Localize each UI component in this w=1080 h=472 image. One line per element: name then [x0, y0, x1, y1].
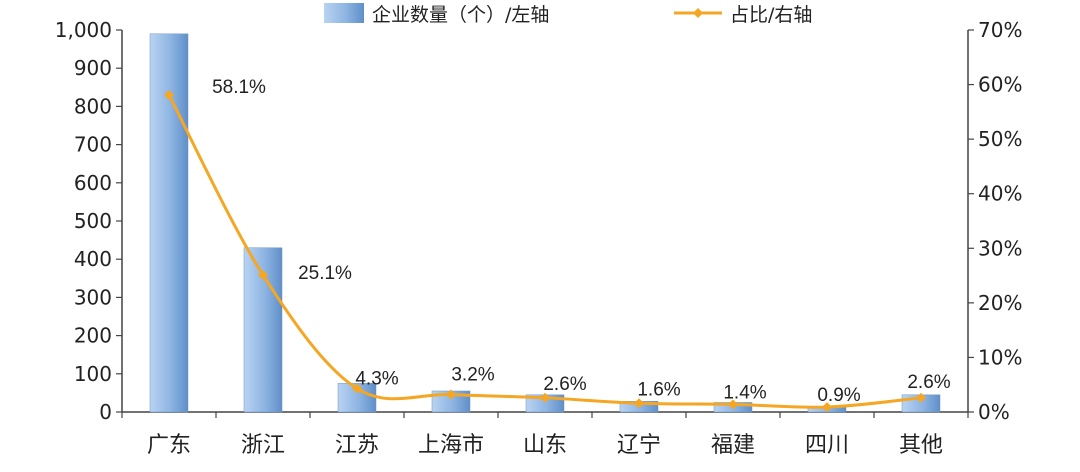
x-category-label: 浙江 [241, 433, 285, 458]
left-tick-label: 500 [74, 209, 112, 233]
line-point [446, 389, 456, 400]
right-tick-label: 0% [978, 400, 1010, 424]
data-label: 4.3% [355, 369, 398, 390]
data-label: 0.9% [817, 385, 860, 406]
line-series [164, 89, 926, 413]
line-point [728, 399, 738, 410]
legend-bar-label: 企业数量（个）/左轴 [372, 4, 549, 26]
legend-bar-swatch [324, 3, 364, 23]
left-tick-label: 100 [74, 362, 112, 386]
left-tick-label: 900 [74, 56, 112, 80]
x-category-label: 江苏 [335, 433, 379, 458]
axes: 0 100 200 300 400 500 600 700 800 900 1,000 0% 10% 20… [55, 18, 1023, 458]
data-label: 1.4% [723, 382, 766, 403]
left-tick-label: 800 [74, 94, 112, 118]
line-point [634, 398, 644, 409]
right-tick-label: 10% [978, 345, 1022, 369]
line-point [164, 89, 174, 100]
bars [149, 33, 941, 413]
left-tick-label: 1,000 [55, 18, 112, 42]
right-tick-label: 30% [978, 236, 1022, 260]
data-labels: 58.1% 25.1% 4.3% 3.2% 2.6% 1.6% 1.4% 0.9% 2.6% [212, 77, 951, 406]
x-category-label: 广东 [147, 433, 191, 458]
x-category-label: 山东 [523, 433, 567, 458]
left-tick-label: 200 [74, 324, 112, 348]
data-label: 3.2% [451, 365, 494, 386]
legend: 企业数量（个）/左轴 占比/右轴 [324, 3, 812, 26]
right-tick-label: 50% [978, 127, 1022, 151]
x-category-label: 上海市 [418, 433, 484, 458]
data-label: 2.6% [543, 374, 586, 395]
x-category-label: 四川 [805, 433, 849, 458]
legend-line-marker [693, 8, 703, 18]
right-tick-label: 40% [978, 182, 1022, 206]
legend-line-label: 占比/右轴 [730, 4, 812, 26]
x-category-label: 其他 [899, 433, 943, 458]
x-category-label: 辽宁 [617, 433, 661, 458]
left-tick-label: 300 [74, 285, 112, 309]
line-point [352, 383, 362, 394]
left-tick-label: 600 [74, 171, 112, 195]
data-label: 2.6% [907, 372, 950, 393]
right-tick-label: 20% [978, 291, 1022, 315]
left-tick-label: 0 [99, 400, 112, 424]
x-category-label: 福建 [711, 433, 755, 458]
data-label: 25.1% [298, 263, 352, 284]
left-tick-label: 700 [74, 133, 112, 157]
data-label: 1.6% [637, 379, 680, 400]
right-tick-label: 70% [978, 18, 1022, 42]
line-point [258, 270, 268, 281]
left-tick-label: 400 [74, 247, 112, 271]
data-label: 58.1% [212, 77, 266, 98]
right-tick-label: 60% [978, 73, 1022, 97]
line-point [540, 392, 550, 403]
line-point [916, 392, 926, 403]
line-point [822, 402, 832, 413]
